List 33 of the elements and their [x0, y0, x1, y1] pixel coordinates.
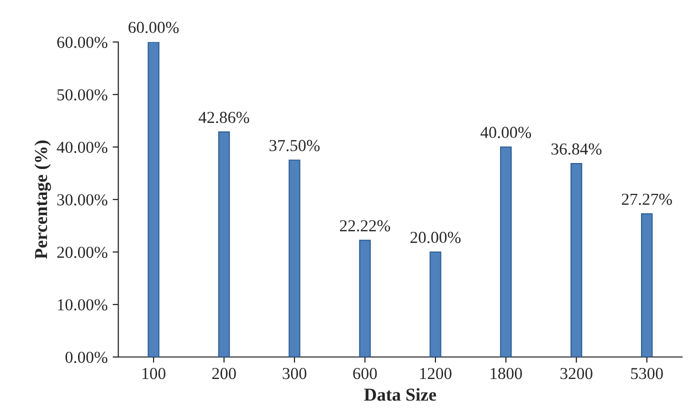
y-tick-label: 10.00%: [58, 299, 108, 311]
bar: [148, 42, 160, 357]
y-axis-title: Percentage (%): [34, 140, 51, 259]
x-tick-label: 600: [353, 368, 377, 380]
bar: [500, 146, 512, 357]
bar: [218, 131, 230, 357]
y-tick-label: 60.00%: [57, 36, 108, 48]
x-tick-label: 100: [142, 368, 166, 380]
y-tick-label: 30.00%: [57, 194, 108, 206]
x-tick-label: 300: [282, 368, 306, 380]
y-tick-label: 0.00%: [65, 352, 108, 364]
y-tick-label: 50.00%: [57, 89, 108, 101]
data-label: 20.00%: [410, 232, 461, 244]
bar: [359, 240, 371, 357]
x-tick-label: 3200: [560, 368, 592, 380]
x-tick-label: 5300: [631, 368, 663, 380]
data-label: 40.00%: [480, 126, 532, 138]
bar: [641, 213, 653, 357]
y-tick-label: 20.00%: [57, 246, 108, 258]
data-label: 22.22%: [340, 220, 390, 232]
x-tick-label: 200: [212, 368, 236, 380]
bar: [430, 251, 442, 357]
bar: [288, 160, 300, 357]
x-tick-label: 1800: [490, 368, 522, 380]
data-label: 37.50%: [270, 140, 320, 152]
data-label: 27.27%: [622, 194, 672, 205]
bar: [570, 163, 582, 357]
data-label: 60.00%: [128, 22, 179, 34]
data-label: 36.84%: [551, 143, 602, 155]
x-axis-title: Data Size: [364, 388, 436, 401]
y-tick-label: 40.00%: [56, 142, 108, 154]
x-tick-label: 1200: [420, 368, 452, 380]
data-label: 42.86%: [198, 112, 250, 124]
